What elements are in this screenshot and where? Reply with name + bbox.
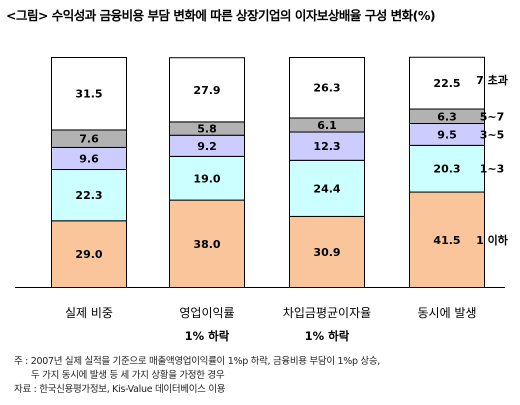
- bar-segment-3-2: [289, 159, 365, 217]
- bar-segment-4-5: [409, 56, 485, 110]
- data-label-4-3: 9.5: [437, 128, 457, 141]
- data-label-3-3: 12.3: [313, 140, 340, 153]
- data-label-3-2: 24.4: [313, 182, 340, 195]
- legend-label-1: 1 이하: [476, 233, 509, 247]
- data-label-2-1: 38.0: [193, 238, 220, 251]
- bar-segment-3-5: [289, 57, 365, 119]
- data-label-3-1: 30.9: [313, 246, 340, 259]
- category-sublabel-2: 1% 하락: [185, 329, 230, 343]
- data-label-2-5: 27.9: [193, 84, 220, 97]
- data-label-3-5: 26.3: [313, 82, 340, 95]
- bar-segment-2-2: [169, 155, 245, 201]
- data-label-4-1: 41.5: [433, 234, 460, 247]
- category-label-4: 동시에 발생: [417, 306, 476, 320]
- data-label-2-3: 9.2: [197, 140, 217, 153]
- bar-segment-3-3: [289, 131, 365, 161]
- footnotes: 주 : 2007년 실제 실적을 기준으로 매출액영업이익률이 1%p 하락, …: [14, 355, 380, 397]
- data-label-1-2: 22.3: [75, 189, 102, 202]
- bar-segment-1-5: [51, 57, 127, 131]
- bar-segment-1-2: [51, 169, 127, 222]
- legend-label-3: 3~5: [480, 128, 505, 141]
- data-label-4-2: 20.3: [433, 163, 460, 176]
- bar-segment-3-1: [289, 215, 365, 288]
- data-label-2-4: 5.8: [197, 123, 217, 136]
- category-label-1: 실제 비중: [65, 306, 113, 320]
- category-sublabel-3: 1% 하락: [305, 329, 350, 343]
- data-label-4-5: 22.5: [433, 77, 460, 90]
- bar-segment-2-5: [169, 57, 245, 123]
- data-label-1-1: 29.0: [75, 248, 102, 261]
- data-label-3-4: 6.1: [317, 119, 337, 132]
- footnote-line-2: 두 가지 동시에 발생 등 세 가지 상황을 가정한 경우: [31, 370, 225, 381]
- chart-title: <그림> 수익성과 금융비용 부담 변화에 따른 상장기업의 이자보상배율 구성…: [6, 8, 436, 23]
- bar-segment-1-1: [51, 220, 127, 288]
- data-label-1-5: 31.5: [75, 88, 102, 101]
- data-label-1-3: 9.6: [79, 152, 99, 165]
- bar-segment-4-2: [409, 144, 485, 193]
- category-label-3: 차입금평균이자율: [283, 306, 371, 320]
- legend-label-4: 5~7: [480, 110, 505, 123]
- footnote-source: 자료 : 한국신용평가정보, Kis-Value 데이터베이스 이용: [14, 384, 226, 395]
- bar-segment-4-1: [409, 191, 485, 288]
- legend-label-5: 7 초과: [476, 73, 508, 87]
- data-label-2-2: 19.0: [193, 172, 220, 185]
- data-label-4-4: 6.3: [437, 110, 457, 123]
- data-label-1-4: 7.6: [79, 133, 99, 146]
- bar-segment-2-1: [169, 199, 245, 289]
- footnote-line-1: 주 : 2007년 실제 실적을 기준으로 매출액영업이익률이 1%p 하락, …: [14, 356, 380, 367]
- category-label-2: 영업이익률: [179, 306, 234, 320]
- legend-label-2: 1~3: [480, 163, 505, 176]
